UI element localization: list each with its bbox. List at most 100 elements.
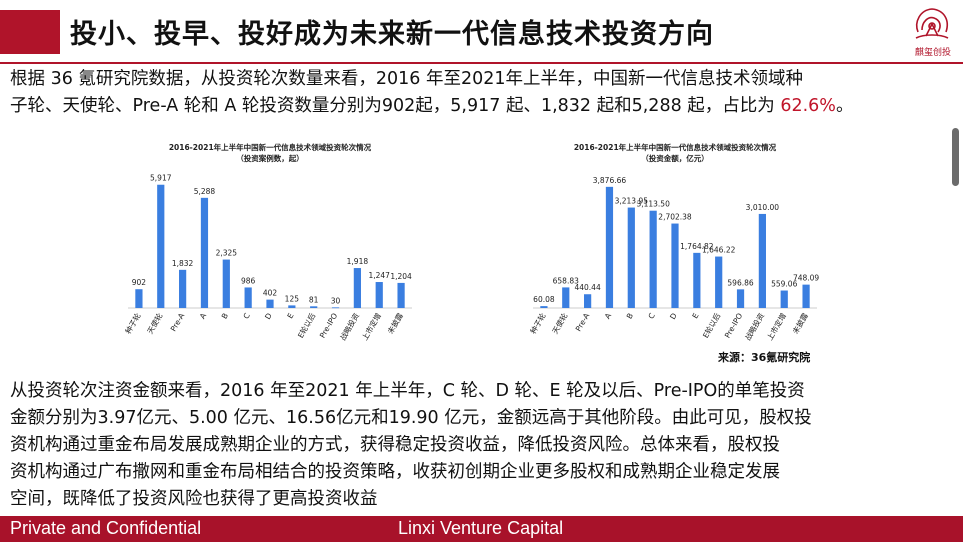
title-divider [0, 62, 963, 64]
data-label: 2,702.38 [658, 213, 692, 222]
x-tick-label: A [198, 311, 209, 321]
x-tick-label: 上市定增 [764, 311, 788, 342]
data-label: 5,917 [150, 174, 172, 183]
data-label: 1,247 [368, 271, 390, 280]
intro-line-2-text: 子轮、天使轮、Pre-A 轮和 A 轮投资数量分别为902起，5,917 起、1… [10, 96, 781, 116]
bar-天使轮 [562, 287, 570, 308]
data-label: 748.09 [793, 274, 819, 283]
x-tick-label: 未披露 [385, 311, 405, 336]
data-label: 3,213.95 [615, 197, 649, 206]
data-label: 559.06 [771, 280, 797, 289]
bar-种子轮 [540, 306, 548, 308]
footer-confidential-label: Private and Confidential [10, 518, 202, 538]
company-logo [915, 8, 949, 39]
bar-B [627, 207, 635, 308]
scrollbar-thumb[interactable] [952, 128, 959, 186]
bar-战略投资 [758, 213, 766, 308]
analysis-line-3: 资机构通过重金布局发展成熟期企业的方式，获得稳定投资收益，降低投资风险。总体来看… [10, 435, 780, 455]
data-label: 658.83 [553, 276, 579, 285]
analysis-line-5: 空间，既降低了投资风险也获得了更高投资收益 [10, 489, 378, 509]
bar-E轮以后 [715, 256, 723, 308]
x-tick-label: 种子轮 [528, 311, 548, 336]
x-tick-label: E轮以后 [295, 311, 318, 340]
intro-line-1: 根据 36 氪研究院数据，从投资轮次数量来看，2016 年至2021年上半年，中… [10, 69, 804, 89]
data-label: 3,113.50 [636, 200, 670, 209]
data-label: 60.08 [533, 295, 555, 304]
bar-未披露 [802, 284, 810, 308]
x-tick-label: 种子轮 [123, 311, 143, 336]
x-tick-label: C [241, 312, 251, 321]
data-label: 986 [241, 276, 256, 285]
x-tick-label: A [603, 311, 614, 321]
chart-title: 2016-2021年上半年中国新一代信息技术领域投资轮次情况 [169, 142, 372, 152]
analysis-paragraph: 从投资轮次注资金额来看，2016 年至2021 年上半年，C 轮、D 轮、E 轮… [10, 378, 950, 513]
intro-line-2-end: 。 [835, 96, 854, 116]
data-label: 1,646.22 [702, 246, 736, 255]
data-label: 30 [331, 296, 341, 305]
x-tick-label: 战略投资 [742, 311, 766, 342]
intro-paragraph: 根据 36 氪研究院数据，从投资轮次数量来看，2016 年至2021年上半年，中… [10, 66, 950, 120]
intro-line-2: 子轮、天使轮、Pre-A 轮和 A 轮投资数量分别为902起，5,917 起、1… [10, 93, 950, 120]
logo-caption: 麒玺创投 [914, 48, 951, 58]
bar-E [288, 305, 296, 308]
x-tick-label: 未披露 [790, 311, 810, 336]
bar-C [244, 287, 252, 308]
bar-Pre-IPO [736, 289, 745, 308]
x-tick-label: 天使轮 [145, 311, 165, 336]
x-tick-label: E [285, 311, 295, 320]
bar-战略投资 [353, 268, 361, 308]
data-label: 81 [309, 295, 319, 304]
x-tick-label: B [625, 312, 635, 321]
x-tick-label: E [690, 311, 700, 320]
bar-天使轮 [157, 184, 165, 308]
data-label: 2,325 [216, 249, 238, 258]
data-label: 440.44 [574, 283, 600, 292]
data-label: 1,918 [347, 257, 369, 266]
x-tick-label: C [646, 312, 656, 321]
title-accent-block [0, 10, 60, 54]
footer-bar: Private and Confidential Linxi Venture C… [0, 516, 963, 542]
bar-Pre-A [584, 294, 592, 308]
data-label: 3,010.00 [746, 203, 780, 212]
x-tick-label: Pre-IPO [318, 311, 339, 339]
bar-Pre-IPO [331, 307, 340, 309]
analysis-line-4: 资机构通过广布撒网和重金布局相结合的投资策略，收获初创期企业更多股权和成熟期企业… [10, 462, 780, 482]
page-title: 投小、投早、投好成为未来新一代信息技术投资方向 [70, 19, 714, 50]
x-tick-label: 天使轮 [550, 311, 570, 336]
data-label: 1,204 [390, 272, 412, 281]
chart-source-note: 来源：36氪研究院 [718, 351, 811, 364]
bar-种子轮 [135, 289, 143, 308]
bar-C [649, 210, 657, 308]
footer-company-name: Linxi Venture Capital [398, 518, 564, 538]
bar-E [693, 252, 701, 308]
bar-未披露 [397, 282, 405, 308]
x-tick-label: Pre-A [169, 311, 187, 333]
x-tick-label: 上市定增 [359, 311, 383, 342]
chart-amount-by-round: 2016-2021年上半年中国新一代信息技术领域投资轮次情况（投资金额，亿元） 6… [528, 142, 820, 342]
bar-上市定增 [780, 290, 788, 308]
data-label: 3,876.66 [593, 176, 627, 185]
chart-count-by-round: 2016-2021年上半年中国新一代信息技术领域投资轮次情况（投资案例数，起） 9… [123, 142, 412, 342]
data-label: 902 [132, 278, 147, 287]
x-tick-label: 战略投资 [337, 311, 361, 342]
highlight-percentage: 62.6% [780, 96, 836, 116]
bar-D [266, 299, 274, 308]
bar-B [222, 259, 230, 308]
title-bar: 投小、投早、投好成为未来新一代信息技术投资方向 [0, 0, 963, 64]
x-tick-label: Pre-IPO [723, 311, 744, 339]
data-label: 402 [263, 289, 278, 298]
data-label: 125 [285, 294, 300, 303]
x-tick-label: B [220, 312, 230, 321]
data-label: 5,288 [194, 187, 216, 196]
x-tick-label: E轮以后 [700, 311, 723, 340]
bar-E轮以后 [310, 306, 318, 308]
data-label: 596.86 [727, 278, 753, 287]
chart-title: 2016-2021年上半年中国新一代信息技术领域投资轮次情况 [574, 142, 777, 152]
chart-subtitle: （投资金额，亿元） [641, 153, 709, 163]
x-tick-label: D [668, 311, 679, 321]
chart-subtitle: （投资案例数，起） [236, 153, 304, 163]
bar-Pre-A [179, 269, 187, 308]
analysis-line-1: 从投资轮次注资金额来看，2016 年至2021 年上半年，C 轮、D 轮、E 轮… [10, 381, 805, 401]
bar-A [605, 186, 614, 308]
analysis-line-2: 金额分别为3.97亿元、5.00 亿元、16.56亿元和19.90 亿元，金额远… [10, 408, 812, 428]
